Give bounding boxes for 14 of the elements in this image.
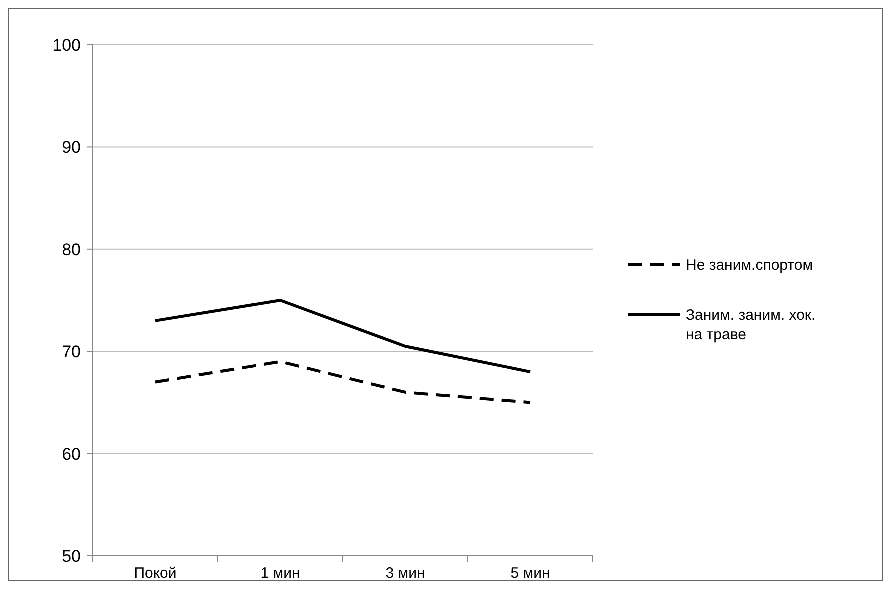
line-series [154, 299, 532, 374]
x-tick-label: Покой [134, 565, 177, 582]
y-tick-label: 70 [62, 342, 81, 362]
x-tick-label: 5 мин [510, 565, 550, 582]
x-tick-label: 3 мин [386, 565, 426, 582]
y-tick-label: 100 [52, 36, 81, 55]
legend-label: Заним. заним. хок. на траве [686, 306, 816, 344]
y-tick-label: 60 [62, 444, 81, 464]
y-tick-label: 90 [62, 138, 81, 158]
line-series [154, 360, 532, 404]
y-tick-label: 50 [62, 546, 81, 566]
y-tick-label: 80 [62, 240, 81, 260]
x-tick-label: 1 мин [260, 565, 300, 582]
legend-label: Не заним.спортом [686, 256, 814, 274]
